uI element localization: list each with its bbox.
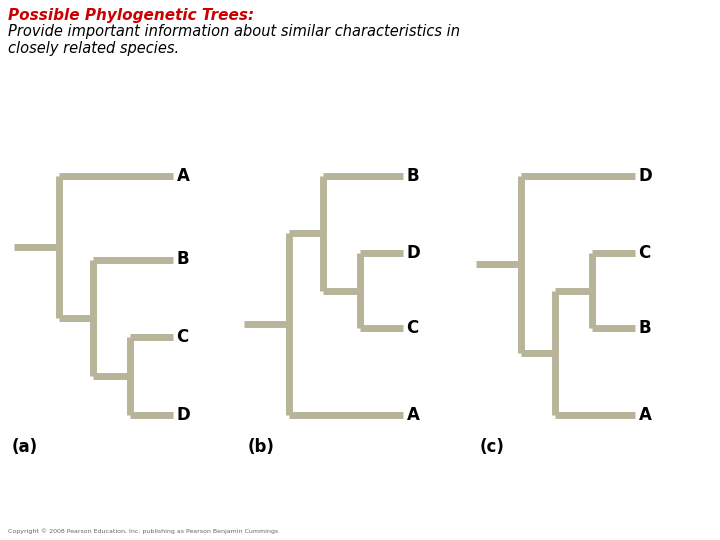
Text: B: B [407,167,419,185]
Text: D: D [176,406,190,423]
Text: Possible Phylogenetic Trees:: Possible Phylogenetic Trees: [8,8,254,23]
Text: A: A [639,406,652,423]
Text: D: D [639,167,652,185]
Text: C: C [176,328,189,346]
Text: C: C [407,319,419,337]
Text: A: A [407,406,419,423]
Text: (c): (c) [480,438,505,456]
Text: B: B [176,251,189,268]
Text: D: D [407,244,420,262]
Text: C: C [639,244,651,262]
Text: (b): (b) [248,438,275,456]
Text: Provide important information about similar characteristics in
closely related s: Provide important information about simi… [8,24,460,56]
Text: Copyright © 2008 Pearson Education, Inc. publishing as Pearson Benjamin Cummings: Copyright © 2008 Pearson Education, Inc.… [8,528,278,534]
Text: (a): (a) [12,438,38,456]
Text: A: A [176,167,189,185]
Text: B: B [639,319,651,337]
